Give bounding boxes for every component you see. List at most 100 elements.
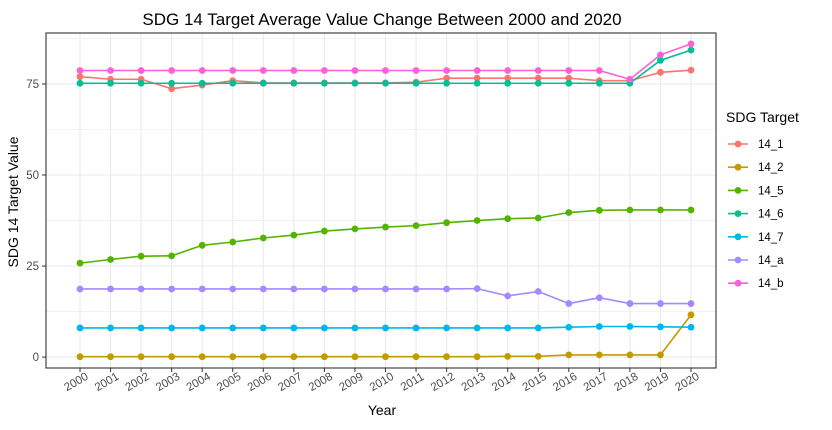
data-point-14-2 (687, 311, 695, 319)
data-point-14-b (657, 51, 664, 59)
data-point-14-1 (534, 74, 542, 82)
data-point-14-7 (443, 324, 450, 332)
data-point-14-b (412, 67, 420, 74)
data-point-14-6 (76, 79, 84, 87)
data-point-14-7 (595, 323, 603, 330)
data-point-14-b (290, 67, 298, 74)
legend-key-point (734, 233, 742, 241)
x-axis-ticks: 2000 2001 2002 2003 2004 2005 2006 2007 2008 2009… (62, 368, 702, 394)
data-point-14-2 (107, 353, 114, 361)
x-tick-label: 2017 (582, 371, 610, 394)
data-point-14-5 (321, 227, 328, 235)
y-axis-title: SDG 14 Target Value (5, 136, 21, 267)
data-point-14-a (168, 285, 176, 293)
data-point-14-7 (382, 324, 389, 332)
data-point-14-b (504, 67, 512, 74)
data-point-14-a (412, 285, 420, 293)
plot-border (45, 32, 717, 369)
x-tick-label: 2016 (551, 371, 579, 394)
data-point-14-a (595, 294, 603, 302)
data-point-14-5 (626, 206, 634, 214)
data-point-14-b (626, 75, 634, 83)
x-tick-label: 2001 (93, 371, 121, 394)
data-point-14-5 (229, 238, 237, 246)
x-axis-title: Year (368, 402, 397, 418)
data-point-14-7 (351, 324, 359, 332)
data-point-14-a (198, 285, 206, 293)
data-point-14-5 (534, 214, 542, 222)
data-point-14-a (229, 285, 237, 293)
data-point-14-2 (504, 352, 512, 360)
data-point-14-7 (626, 323, 634, 330)
data-point-14-b (259, 67, 267, 74)
legend: SDG Target 14_1 14_2 14_5 14_6 14_7 14_a 14_b (726, 109, 799, 290)
data-point-14-5 (76, 259, 84, 267)
data-point-14-7 (137, 324, 145, 332)
x-tick-label: 2005 (215, 371, 243, 394)
data-point-14-a (504, 292, 512, 300)
data-point-14-a (687, 300, 695, 307)
data-point-14-6 (565, 79, 573, 87)
data-point-14-b (168, 67, 176, 74)
data-point-14-b (687, 40, 695, 48)
data-point-14-5 (198, 241, 206, 249)
data-point-14-5 (504, 215, 512, 223)
x-tick-label: 2019 (643, 371, 671, 394)
data-point-14-1 (443, 74, 450, 82)
data-point-14-a (473, 285, 481, 293)
data-point-14-5 (290, 231, 298, 239)
data-point-14-7 (657, 323, 664, 331)
y-tick-label: 25 (26, 261, 39, 273)
data-point-14-7 (687, 323, 695, 331)
data-point-14-6 (321, 79, 328, 87)
data-point-14-1 (657, 68, 664, 76)
legend-label: 14_b (758, 278, 784, 290)
data-point-14-7 (259, 324, 267, 332)
data-point-14-a (565, 300, 573, 307)
data-point-14-b (107, 67, 114, 74)
data-point-14-7 (412, 324, 420, 332)
x-tick-label: 2012 (429, 371, 457, 394)
legend-key-point (734, 140, 742, 148)
legend-label: 14_1 (758, 139, 784, 151)
data-point-14-6 (443, 79, 450, 87)
data-point-14-5 (473, 217, 481, 224)
legend-key-point (734, 210, 742, 218)
data-point-14-5 (107, 256, 114, 263)
data-point-14-6 (473, 79, 481, 87)
data-point-14-a (351, 285, 359, 293)
data-point-14-b (382, 67, 389, 74)
x-tick-label: 2007 (276, 371, 304, 394)
x-tick-label: 2006 (246, 371, 274, 394)
data-point-14-6 (504, 79, 512, 87)
x-tick-label: 2015 (521, 371, 549, 394)
data-point-14-6 (534, 79, 542, 87)
data-point-14-b (198, 67, 206, 74)
data-point-14-1 (687, 66, 695, 74)
data-point-14-5 (565, 209, 573, 216)
data-point-14-2 (473, 353, 481, 361)
data-point-14-a (137, 285, 145, 293)
x-tick-label: 2013 (460, 371, 488, 394)
y-tick-label: 50 (26, 170, 39, 182)
data-point-14-6 (412, 79, 420, 87)
data-point-14-2 (351, 353, 359, 361)
data-point-14-5 (443, 219, 450, 227)
x-tick-label: 2010 (368, 371, 396, 394)
data-point-14-5 (687, 206, 695, 214)
x-tick-label: 2018 (612, 371, 640, 394)
series-points (76, 40, 695, 361)
data-point-14-5 (168, 252, 176, 260)
data-point-14-6 (198, 79, 206, 87)
data-point-14-2 (229, 353, 237, 361)
legend-label: 14_7 (758, 232, 784, 244)
data-point-14-6 (137, 79, 145, 87)
data-point-14-6 (595, 79, 603, 87)
data-point-14-2 (321, 353, 328, 361)
data-point-14-2 (290, 353, 298, 361)
data-point-14-2 (137, 353, 145, 361)
data-point-14-7 (290, 324, 298, 332)
legend-key-point (734, 256, 742, 264)
